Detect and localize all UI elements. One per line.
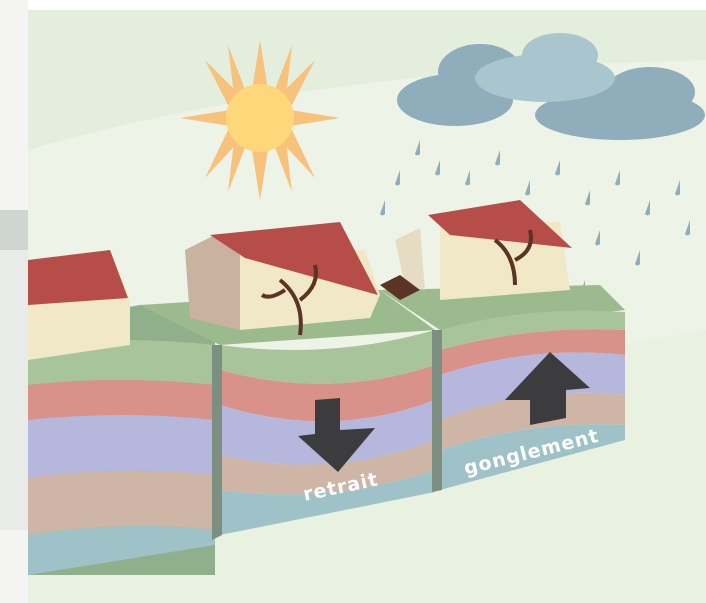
side-strip [0,0,28,603]
illustration: retrait gonglement [0,0,706,603]
